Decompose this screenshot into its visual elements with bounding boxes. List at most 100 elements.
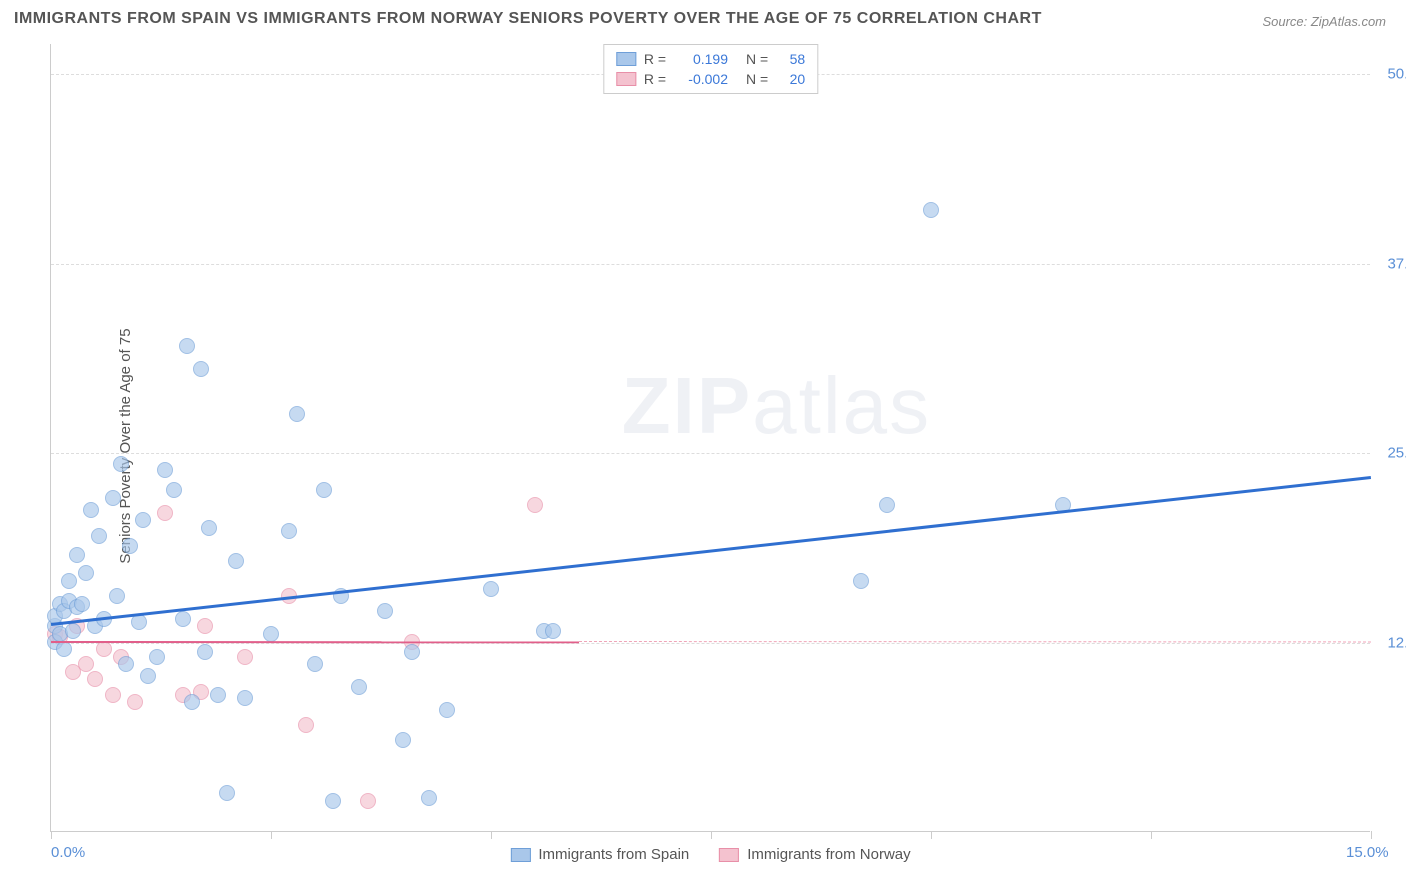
x-tick — [1371, 831, 1372, 839]
data-point — [78, 656, 94, 672]
data-point — [69, 547, 85, 563]
x-tick — [491, 831, 492, 839]
swatch-spain — [616, 52, 636, 66]
data-point — [127, 694, 143, 710]
data-point — [307, 656, 323, 672]
data-point — [109, 588, 125, 604]
data-point — [421, 790, 437, 806]
data-point — [377, 603, 393, 619]
n-value-spain: 58 — [780, 51, 805, 67]
y-tick-label: 12.5% — [1375, 634, 1406, 651]
r-value-norway: -0.002 — [678, 71, 728, 87]
data-point — [118, 656, 134, 672]
data-point — [122, 538, 138, 554]
r-label-norway: R = — [644, 71, 666, 87]
legend-swatch-spain — [510, 848, 530, 862]
data-point — [140, 668, 156, 684]
chart-title: IMMIGRANTS FROM SPAIN VS IMMIGRANTS FROM… — [14, 10, 1042, 28]
data-point — [105, 490, 121, 506]
data-point — [360, 793, 376, 809]
data-point — [166, 482, 182, 498]
legend-row-spain: R = 0.199 N = 58 — [616, 49, 805, 69]
legend-label-norway: Immigrants from Norway — [747, 846, 910, 863]
data-point — [325, 793, 341, 809]
data-point — [105, 687, 121, 703]
data-point — [201, 520, 217, 536]
n-label-norway: N = — [746, 71, 768, 87]
watermark-main: ZIP — [622, 361, 752, 450]
trend-line — [51, 641, 579, 643]
x-tick-label: 15.0% — [1346, 844, 1389, 861]
data-point — [56, 641, 72, 657]
data-point — [404, 644, 420, 660]
data-point — [61, 573, 77, 589]
data-point — [439, 702, 455, 718]
data-point — [395, 732, 411, 748]
data-point — [281, 523, 297, 539]
series-legend: Immigrants from Spain Immigrants from No… — [510, 846, 910, 863]
legend-row-norway: R = -0.002 N = 20 — [616, 69, 805, 89]
trend-line — [51, 476, 1371, 625]
y-tick-label: 37.5% — [1375, 255, 1406, 272]
data-point — [135, 512, 151, 528]
data-point — [157, 505, 173, 521]
data-point — [545, 623, 561, 639]
data-point — [298, 717, 314, 733]
x-tick — [51, 831, 52, 839]
x-tick — [931, 831, 932, 839]
data-point — [853, 573, 869, 589]
legend-item-norway: Immigrants from Norway — [719, 846, 910, 863]
r-label-spain: R = — [644, 51, 666, 67]
watermark: ZIPatlas — [622, 360, 931, 452]
data-point — [157, 462, 173, 478]
data-point — [237, 649, 253, 665]
legend-item-spain: Immigrants from Spain — [510, 846, 689, 863]
x-tick — [1151, 831, 1152, 839]
data-point — [316, 482, 332, 498]
data-point — [113, 456, 129, 472]
stats-legend: R = 0.199 N = 58 R = -0.002 N = 20 — [603, 44, 818, 94]
correlation-chart: IMMIGRANTS FROM SPAIN VS IMMIGRANTS FROM… — [0, 0, 1406, 892]
data-point — [923, 202, 939, 218]
data-point — [289, 406, 305, 422]
data-point — [879, 497, 895, 513]
data-point — [179, 338, 195, 354]
y-tick-label: 25.0% — [1375, 445, 1406, 462]
data-point — [65, 623, 81, 639]
data-point — [74, 596, 90, 612]
data-point — [527, 497, 543, 513]
r-value-spain: 0.199 — [678, 51, 728, 67]
data-point — [263, 626, 279, 642]
data-point — [184, 694, 200, 710]
watermark-sub: atlas — [752, 361, 931, 450]
n-value-norway: 20 — [780, 71, 805, 87]
data-point — [197, 618, 213, 634]
swatch-norway — [616, 72, 636, 86]
x-tick-label: 0.0% — [51, 844, 85, 861]
y-tick-label: 50.0% — [1375, 66, 1406, 83]
data-point — [197, 644, 213, 660]
data-point — [193, 361, 209, 377]
gridline-h — [51, 453, 1370, 454]
data-point — [149, 649, 165, 665]
legend-label-spain: Immigrants from Spain — [538, 846, 689, 863]
legend-swatch-norway — [719, 848, 739, 862]
data-point — [483, 581, 499, 597]
data-point — [87, 671, 103, 687]
data-point — [78, 565, 94, 581]
data-point — [175, 611, 191, 627]
x-tick — [271, 831, 272, 839]
n-label-spain: N = — [746, 51, 768, 67]
data-point — [210, 687, 226, 703]
gridline-h — [51, 264, 1370, 265]
data-point — [351, 679, 367, 695]
data-point — [96, 641, 112, 657]
data-point — [91, 528, 107, 544]
data-point — [83, 502, 99, 518]
plot-area: ZIPatlas R = 0.199 N = 58 R = -0.002 N =… — [50, 44, 1370, 832]
source-attribution: Source: ZipAtlas.com — [1262, 14, 1386, 29]
x-tick — [711, 831, 712, 839]
data-point — [237, 690, 253, 706]
data-point — [228, 553, 244, 569]
data-point — [219, 785, 235, 801]
